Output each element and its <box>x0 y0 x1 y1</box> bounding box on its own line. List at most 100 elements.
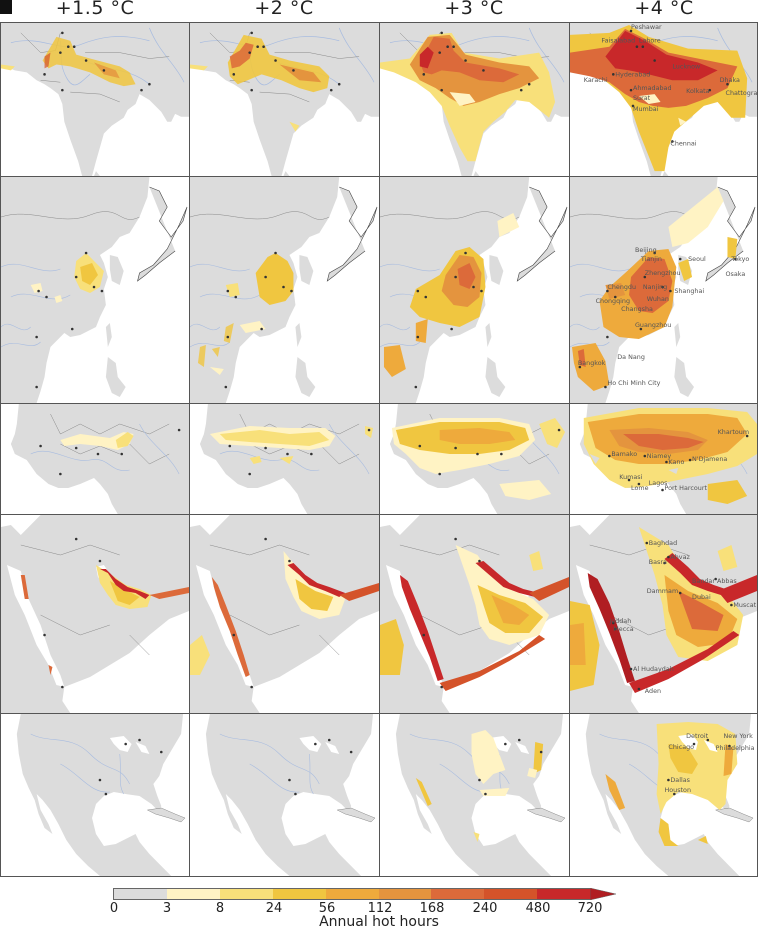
city-label-da-nang: Da Nang <box>617 353 645 361</box>
city-label-bangkok: Bangkok <box>578 359 606 367</box>
city-label-new-york: New York <box>724 732 754 740</box>
column-title-4c: +4 °C <box>634 0 694 19</box>
colorbar-tick: 168 <box>419 901 445 916</box>
city-label-changsha: Changsha <box>621 305 653 313</box>
city-label-ahvaz: Ahvaz <box>670 553 690 561</box>
city-label-dammam: Dammam <box>647 587 678 595</box>
city-label-mumbai: Mumbai <box>633 105 659 113</box>
map-north-america-1-5c <box>0 713 190 877</box>
colorbar-tick: 56 <box>318 901 336 916</box>
colorbar-bin-24-56 <box>273 888 326 900</box>
colorbar-tick: 240 <box>472 901 498 916</box>
colorbar-bin-240-480 <box>484 888 537 900</box>
map-south-asia-1-5c <box>0 22 190 177</box>
city-label-philadelphia: Philadelphia <box>716 744 755 752</box>
map-south-asia-3c <box>379 22 570 177</box>
colorbar-bin-112-168 <box>379 888 431 900</box>
colorbar-tick: 24 <box>265 901 283 916</box>
city-label-bamako: Bamako <box>611 450 637 458</box>
panel-letter-tag <box>0 0 12 14</box>
map-middle-east-4c: Baghdad Ahvaz Basra Bandar Abbas Dammam … <box>569 514 758 714</box>
colorbar-bin-480-720 <box>537 888 590 900</box>
city-label-kolkata: Kolkata <box>686 87 710 95</box>
colorbar-tick: 720 <box>577 901 603 916</box>
map-south-asia-2c <box>189 22 380 177</box>
city-label-karachi: Karachi <box>584 76 608 84</box>
city-label-ahmadabad: Ahmadabad <box>633 84 672 92</box>
column-title-2c: +2 °C <box>254 0 314 19</box>
colorbar-tick: 480 <box>525 901 551 916</box>
city-label-dallas: Dallas <box>670 776 690 784</box>
city-label-chengdu: Chengdu <box>607 283 636 291</box>
map-east-asia-2c <box>189 176 380 404</box>
city-label-khartoum: Khartoum <box>718 428 749 436</box>
city-label-lome: Lome <box>631 484 649 492</box>
city-label-niamey: Niamey <box>647 452 672 460</box>
map-west-africa-2c <box>189 403 380 515</box>
city-label-chennai: Chennai <box>670 139 696 147</box>
map-south-asia-4c: Peshawar Faisalabad Lahore Karachi Hyder… <box>569 22 758 177</box>
city-label-basra: Basra <box>649 558 667 566</box>
city-label-chongqing: Chongqing <box>596 297 630 305</box>
colorbar-tick: 112 <box>367 901 393 916</box>
city-label-jeddah: Jeddah <box>608 617 631 625</box>
map-north-america-2c <box>189 713 380 877</box>
colorbar-bin-0-3 <box>113 888 167 900</box>
map-west-africa-3c <box>379 403 570 515</box>
city-label-lahore: Lahore <box>639 37 661 45</box>
city-label-tianjin: Tianjin <box>640 255 662 263</box>
map-west-africa-1-5c <box>0 403 190 515</box>
column-title-3c: +3 °C <box>444 0 504 19</box>
city-label-osaka: Osaka <box>726 270 746 278</box>
map-east-asia-4c: Beijing Tianjin Seoul Tokyo Osaka Zhengz… <box>569 176 758 404</box>
city-label-hyderabad: Hyderabad <box>615 70 650 78</box>
city-label-peshawar: Peshawar <box>631 23 662 31</box>
city-label-kano: Kano <box>668 458 684 466</box>
map-north-america-4c: Detroit New York Chicago Philadelphia Da… <box>569 713 758 877</box>
city-label-lucknow: Lucknow <box>672 62 700 70</box>
city-label-zhengzhou: Zhengzhou <box>645 269 681 277</box>
city-label-ho-chi-minh-city: Ho Chi Minh City <box>607 379 660 387</box>
city-label-aden: Aden <box>645 687 661 695</box>
column-title-1-5c: +1.5 °C <box>55 0 135 19</box>
city-label-faisalabad: Faisalabad <box>601 37 635 45</box>
colorbar-bin-3-8 <box>167 888 220 900</box>
colorbar-tick: 0 <box>109 901 119 916</box>
city-label-ndjamena: N'Djamena <box>692 455 727 463</box>
city-label-tokyo: Tokyo <box>730 255 749 263</box>
city-label-wuhan: Wuhan <box>647 295 669 303</box>
city-label-lagos: Lagos <box>649 479 668 487</box>
map-west-africa-4c: Khartoum Bamako Niamey Kano N'Djamena Ku… <box>569 403 758 515</box>
city-label-kumasi: Kumasi <box>619 473 642 481</box>
city-label-shanghai: Shanghai <box>674 287 704 295</box>
city-label-dubai: Dubai <box>692 593 711 601</box>
map-north-america-3c <box>379 713 570 877</box>
city-label-al-hudaydah: Al Hudaydah <box>633 665 674 673</box>
city-label-bandar-abbas: Bandar Abbas <box>692 577 737 585</box>
city-label-port-harcourt: Port Harcourt <box>664 484 707 492</box>
city-label-baghdad: Baghdad <box>649 539 677 547</box>
map-middle-east-1-5c <box>0 514 190 714</box>
city-label-dhaka: Dhaka <box>720 76 740 84</box>
city-label-guangzhou: Guangzhou <box>635 321 671 329</box>
map-east-asia-3c <box>379 176 570 404</box>
colorbar-extend-arrow <box>590 888 616 900</box>
city-label-houston: Houston <box>664 786 691 794</box>
city-label-muscat: Muscat <box>733 601 756 609</box>
city-label-chicago: Chicago <box>668 743 694 751</box>
colorbar-tick: 3 <box>162 901 172 916</box>
map-middle-east-3c <box>379 514 570 714</box>
colorbar-label: Annual hot hours <box>319 914 439 930</box>
colorbar-bin-168-240 <box>431 888 484 900</box>
colorbar-bin-56-112 <box>326 888 379 900</box>
colorbar <box>113 888 643 902</box>
city-label-seoul: Seoul <box>688 255 706 263</box>
map-middle-east-2c <box>189 514 380 714</box>
map-east-asia-1-5c <box>0 176 190 404</box>
colorbar-tick: 8 <box>215 901 225 916</box>
city-label-beijing: Beijing <box>635 246 657 254</box>
colorbar-bin-8-24 <box>220 888 273 900</box>
city-label-detroit: Detroit <box>686 732 708 740</box>
city-label-nanjing: Nanjing <box>643 283 667 291</box>
city-label-mecca: Mecca <box>613 625 633 633</box>
